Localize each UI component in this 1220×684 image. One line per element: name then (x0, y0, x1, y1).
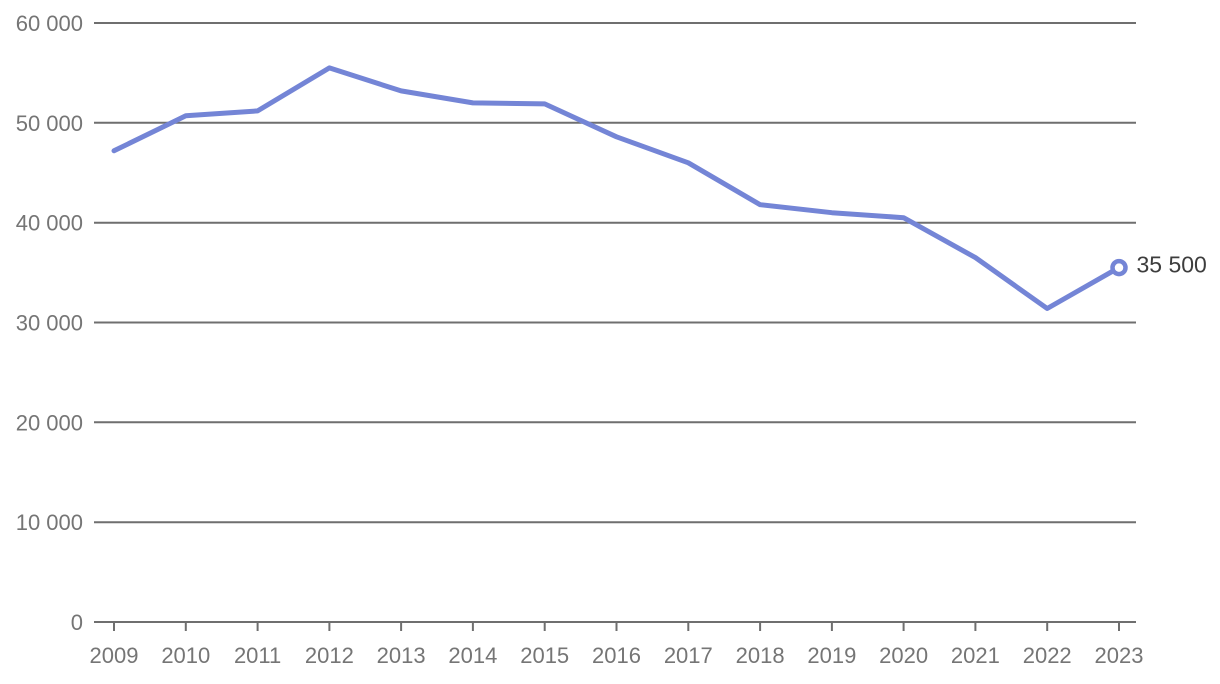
x-axis-tick-label: 2019 (807, 643, 856, 668)
x-axis-tick-label: 2023 (1095, 643, 1144, 668)
x-axis-tick-label: 2016 (592, 643, 641, 668)
series-line (111, 65, 1122, 311)
y-axis-tick-label: 0 (71, 610, 83, 635)
x-axis-tick-label: 2015 (520, 643, 569, 668)
x-axis-tick-label: 2022 (1023, 643, 1072, 668)
y-axis-tick-label: 50 000 (16, 111, 83, 136)
x-axis-tick-label: 2017 (664, 643, 713, 668)
y-axis-tick-label: 20 000 (16, 410, 83, 435)
y-axis-tick-label: 40 000 (16, 211, 83, 236)
x-axis-tick-label: 2011 (234, 643, 281, 668)
y-axis-tick-label: 30 000 (16, 311, 83, 336)
x-axis-tick-label: 2020 (879, 643, 928, 668)
gridlines (94, 22, 1136, 623)
x-axis-tick-label: 2013 (377, 643, 426, 668)
y-axis-tick-label: 60 000 (16, 11, 83, 36)
x-axis-tick-label: 2014 (448, 643, 497, 668)
y-axis-labels: 0 10 000 20 000 30 000 40 000 50 000 60 000 (16, 11, 83, 635)
y-axis-tick-label: 10 000 (16, 510, 83, 535)
end-value-label: 35 500 (1137, 252, 1207, 278)
end-point-marker-icon (1110, 258, 1128, 277)
x-axis-tick-label: 2009 (90, 643, 139, 668)
x-axis-ticks (113, 622, 1120, 631)
x-axis-labels: 2009 2010 2011 2012 2013 2014 2015 2016 2017 2018… (90, 643, 1144, 668)
x-axis-tick-label: 2012 (305, 643, 354, 668)
x-axis-tick-label: 2021 (951, 643, 1000, 668)
x-axis-tick-label: 2010 (161, 643, 210, 668)
x-axis-tick-label: 2018 (736, 643, 785, 668)
